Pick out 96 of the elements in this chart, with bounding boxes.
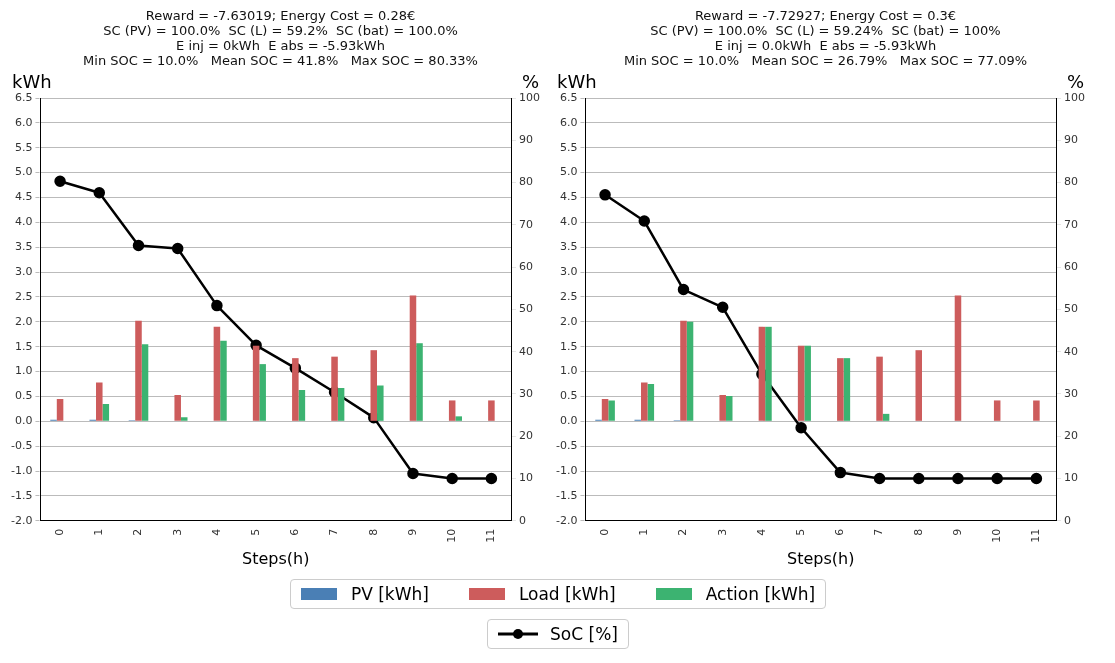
y-tick-label: -1.5	[555, 488, 578, 502]
y-tick-label: 3.5	[14, 240, 33, 254]
y2-tick-label: 10	[519, 471, 533, 485]
y2-axis-title: %	[521, 70, 539, 92]
y2-tick-label: 70	[1064, 217, 1078, 231]
x-tick-label: 1	[92, 528, 106, 536]
y2-tick-label: 70	[519, 217, 533, 231]
y2-tick-label: 40	[519, 344, 533, 358]
x-tick-label: 7	[327, 528, 341, 536]
y2-tick-label: 80	[519, 175, 533, 189]
x-tick-label: 8	[911, 528, 925, 536]
y-tick-label: -1.0	[10, 463, 33, 477]
y-tick-label: 1.0	[559, 364, 578, 378]
x-tick-label: 4	[754, 528, 768, 536]
y-tick-label: 2.5	[14, 289, 33, 303]
x-tick-label: 6	[833, 528, 847, 536]
x-tick-label: 3	[170, 528, 184, 536]
y2-tick-label: 90	[1064, 133, 1078, 147]
x-tick-label: 9	[405, 528, 419, 536]
y-tick-label: 2.0	[14, 314, 33, 328]
x-tick-label: 0	[52, 528, 66, 536]
y-tick-label: 5.0	[14, 165, 33, 179]
x-axis-title: Steps(h)	[787, 548, 855, 568]
legend-label: Load [kWh]	[517, 584, 616, 604]
y2-tick-label: 0	[519, 513, 526, 527]
x-tick-label: 1	[637, 528, 651, 536]
y2-tick-label: 50	[519, 302, 533, 316]
y-tick-label: 1.5	[559, 339, 578, 353]
y-tick-label: 4.5	[14, 190, 33, 204]
y-tick-label: 6.0	[559, 115, 578, 129]
legend-label: PV [kWh]	[349, 584, 429, 604]
x-tick-label: 6	[288, 528, 302, 536]
y2-tick-label: 30	[519, 386, 533, 400]
chart-title: Reward = -7.72927; Energy Cost = 0.3€	[693, 8, 958, 23]
y2-tick-label: 40	[1064, 344, 1078, 358]
y2-axis-title: %	[1066, 70, 1084, 92]
y-tick-label: 5.5	[14, 140, 33, 154]
y-tick-label: -2.0	[555, 513, 578, 527]
x-tick-label: 11	[1029, 528, 1043, 543]
x-tick-label: 2	[676, 528, 690, 536]
chart-subtitle: SC (PV) = 100.0% SC (L) = 59.2% SC (bat) = 100.0% E inj = 0kWh E abs = -5.93kWh Min SOC = 10.0% Mean SOC = 41.8% Max SOC = 80.33%	[82, 23, 479, 68]
y-tick-label: 5.0	[559, 165, 578, 179]
y-axis-title: kWh	[557, 70, 597, 92]
y-tick-label: 3.0	[14, 264, 33, 278]
y2-tick-label: 20	[519, 429, 533, 443]
y2-tick-label: 100	[519, 90, 540, 104]
y2-tick-label: 90	[519, 133, 533, 147]
x-tick-label: 9	[950, 528, 964, 536]
legend-label: SoC [%]	[549, 624, 618, 644]
x-tick-label: 7	[872, 528, 886, 536]
y-tick-label: 1.0	[14, 364, 33, 378]
x-tick-label: 5	[248, 528, 262, 536]
y-tick-label: 5.5	[559, 140, 578, 154]
y-tick-label: 3.5	[559, 240, 578, 254]
y-tick-label: 0.0	[559, 414, 578, 428]
y-tick-label: 0.5	[14, 389, 33, 403]
y-tick-label: 4.5	[559, 190, 578, 204]
x-tick-label: 2	[131, 528, 145, 536]
y-tick-label: 6.5	[14, 90, 33, 104]
y-tick-label: -2.0	[10, 513, 33, 527]
y-tick-label: 0.0	[14, 414, 33, 428]
y2-tick-label: 50	[1064, 302, 1078, 316]
x-tick-label: 0	[597, 528, 611, 536]
y-tick-label: 6.5	[559, 90, 578, 104]
chart-subtitle: SC (PV) = 100.0% SC (L) = 59.24% SC (bat) = 100% E inj = 0.0kWh E abs = -5.93kWh Min SOC = 10.0% Mean SOC = 26.79% Max SOC = 77.09%	[622, 23, 1029, 68]
y2-tick-label: 30	[1064, 386, 1078, 400]
y2-tick-label: 60	[1064, 259, 1078, 273]
x-tick-label: 8	[366, 528, 380, 536]
x-axis-title: Steps(h)	[242, 548, 310, 568]
x-tick-label: 11	[484, 528, 498, 543]
y-tick-label: 3.0	[559, 264, 578, 278]
y-tick-label: -1.0	[555, 463, 578, 477]
x-tick-label: 5	[793, 528, 807, 536]
y-tick-label: 1.5	[14, 339, 33, 353]
y-axis-title: kWh	[12, 70, 52, 92]
x-tick-label: 10	[990, 528, 1004, 543]
x-tick-label: 3	[715, 528, 729, 536]
chart-title: Reward = -7.63019; Energy Cost = 0.28€	[144, 8, 417, 23]
y2-tick-label: 20	[1064, 429, 1078, 443]
x-tick-label: 4	[209, 528, 223, 536]
y-tick-label: -0.5	[555, 439, 578, 453]
y-tick-label: -0.5	[10, 439, 33, 453]
y2-tick-label: 10	[1064, 471, 1078, 485]
y-tick-label: 6.0	[14, 115, 33, 129]
y-tick-label: 4.0	[14, 215, 33, 229]
legend-label: Action [kWh]	[704, 584, 816, 604]
y-tick-label: 0.5	[559, 389, 578, 403]
y-tick-label: -1.5	[10, 488, 33, 502]
y2-tick-label: 0	[1064, 513, 1071, 527]
y2-tick-label: 80	[1064, 175, 1078, 189]
y-tick-label: 2.0	[559, 314, 578, 328]
y-tick-label: 2.5	[559, 289, 578, 303]
x-tick-label: 10	[445, 528, 459, 543]
y2-tick-label: 60	[519, 259, 533, 273]
y2-tick-label: 100	[1064, 90, 1085, 104]
y-tick-label: 4.0	[559, 215, 578, 229]
